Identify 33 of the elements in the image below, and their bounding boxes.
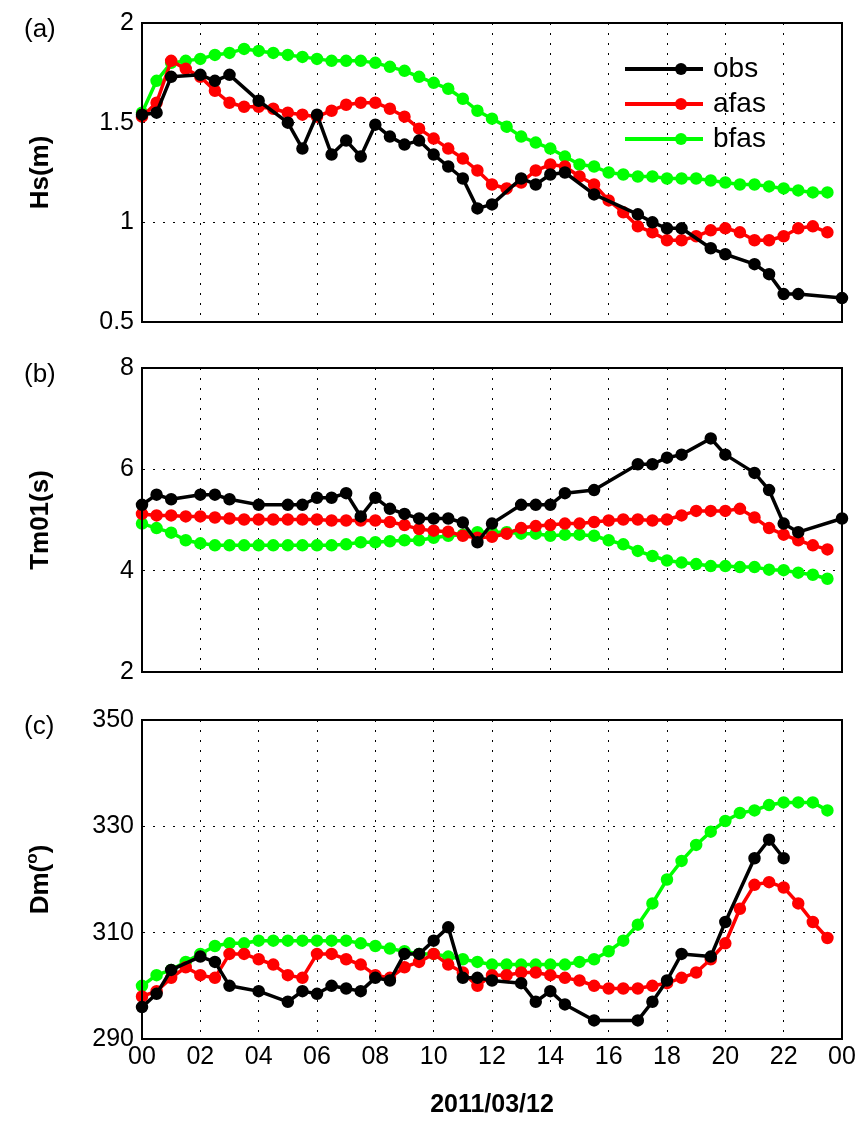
legend-label: afas — [713, 86, 766, 118]
y-tick-label: 4 — [120, 554, 135, 583]
x-tick-label: 06 — [303, 1040, 331, 1069]
y-tick-label: 350 — [92, 703, 134, 732]
y-tick-label: 0.5 — [99, 305, 134, 334]
chart-title: (b) — [24, 358, 56, 388]
y-axis-title: Hs(m) — [24, 135, 54, 210]
x-tick-label: 20 — [711, 1040, 740, 1069]
legend-label: bfas — [713, 121, 766, 153]
x-tick-label: 16 — [594, 1040, 623, 1069]
chart-title: (a) — [24, 13, 56, 43]
x-tick-label: 04 — [244, 1040, 273, 1069]
x-tick-label: 22 — [769, 1040, 798, 1069]
y-axis-title: Tm01(s) — [24, 470, 54, 570]
chart-title: (c) — [24, 710, 55, 740]
y-tick-label: 2 — [120, 655, 134, 684]
x-axis-title: 2011/03/12 — [430, 1088, 554, 1117]
y-tick-label: 8 — [120, 351, 134, 380]
y-tick-label: 330 — [92, 810, 134, 839]
y-tick-label: 2 — [120, 6, 134, 35]
y-tick-label: 1 — [120, 206, 134, 235]
x-tick-label: 12 — [478, 1040, 506, 1069]
y-axis-title: Dm(o) — [22, 844, 54, 915]
legend-label: obs — [713, 51, 759, 83]
x-tick-label: 00 — [828, 1040, 856, 1069]
x-tick-label: 08 — [361, 1040, 390, 1069]
x-tick-label: 18 — [653, 1040, 681, 1069]
x-tick-label: 10 — [419, 1040, 448, 1069]
x-tick-label: 14 — [536, 1040, 565, 1069]
x-tick-label: 02 — [186, 1040, 215, 1069]
y-tick-label: 6 — [120, 453, 134, 482]
y-tick-label: 1.5 — [99, 106, 134, 135]
y-tick-label: 310 — [92, 916, 134, 945]
